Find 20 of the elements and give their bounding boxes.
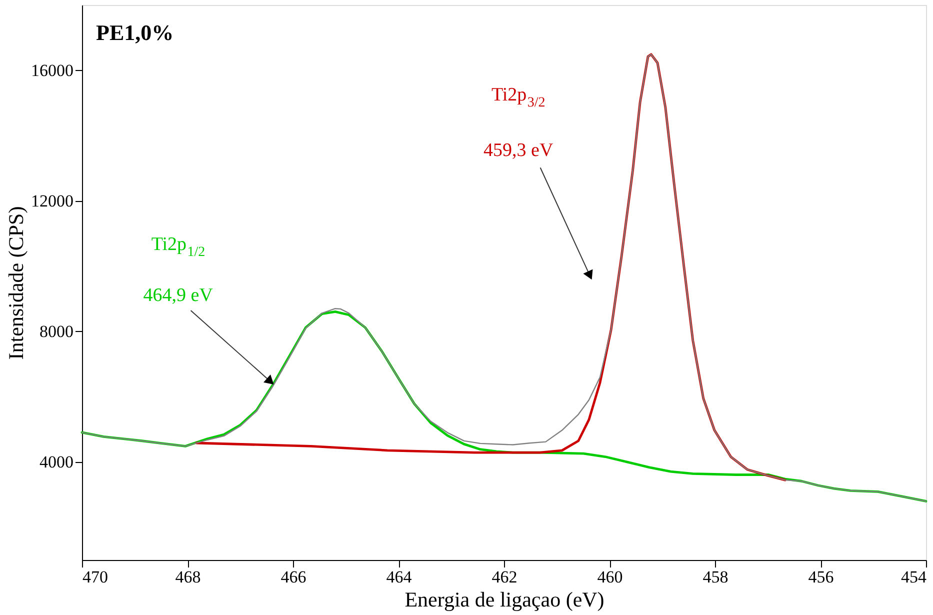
y-tick-label: 4000 [40,452,74,472]
x-tick-label: 462 [492,568,518,586]
x-tick-label: 456 [808,568,834,586]
line-series [80,310,928,502]
line-series [81,54,927,502]
x-tick-label: 466 [280,568,306,586]
x-axis-title: Energia de ligaçao (eV) [404,588,604,612]
x-tick-label: 464 [386,568,412,586]
y-tick-label: 8000 [40,322,74,341]
y-axis-title: Intensidade (CPS) [4,206,28,360]
y-tick-label: 12000 [31,191,74,210]
x-tick-label: 460 [597,568,623,586]
y-tick-label: 16000 [31,60,74,80]
annotation: 464,9 eV [143,285,214,306]
x-tick-label: 458 [702,568,728,586]
x-tick-label: 470 [82,568,108,586]
annotation: PE1,0% [96,20,174,45]
x-tick-label: 454 [901,568,927,586]
annotation: 459,3 eV [484,140,554,161]
x-tick-label: 468 [175,568,201,586]
